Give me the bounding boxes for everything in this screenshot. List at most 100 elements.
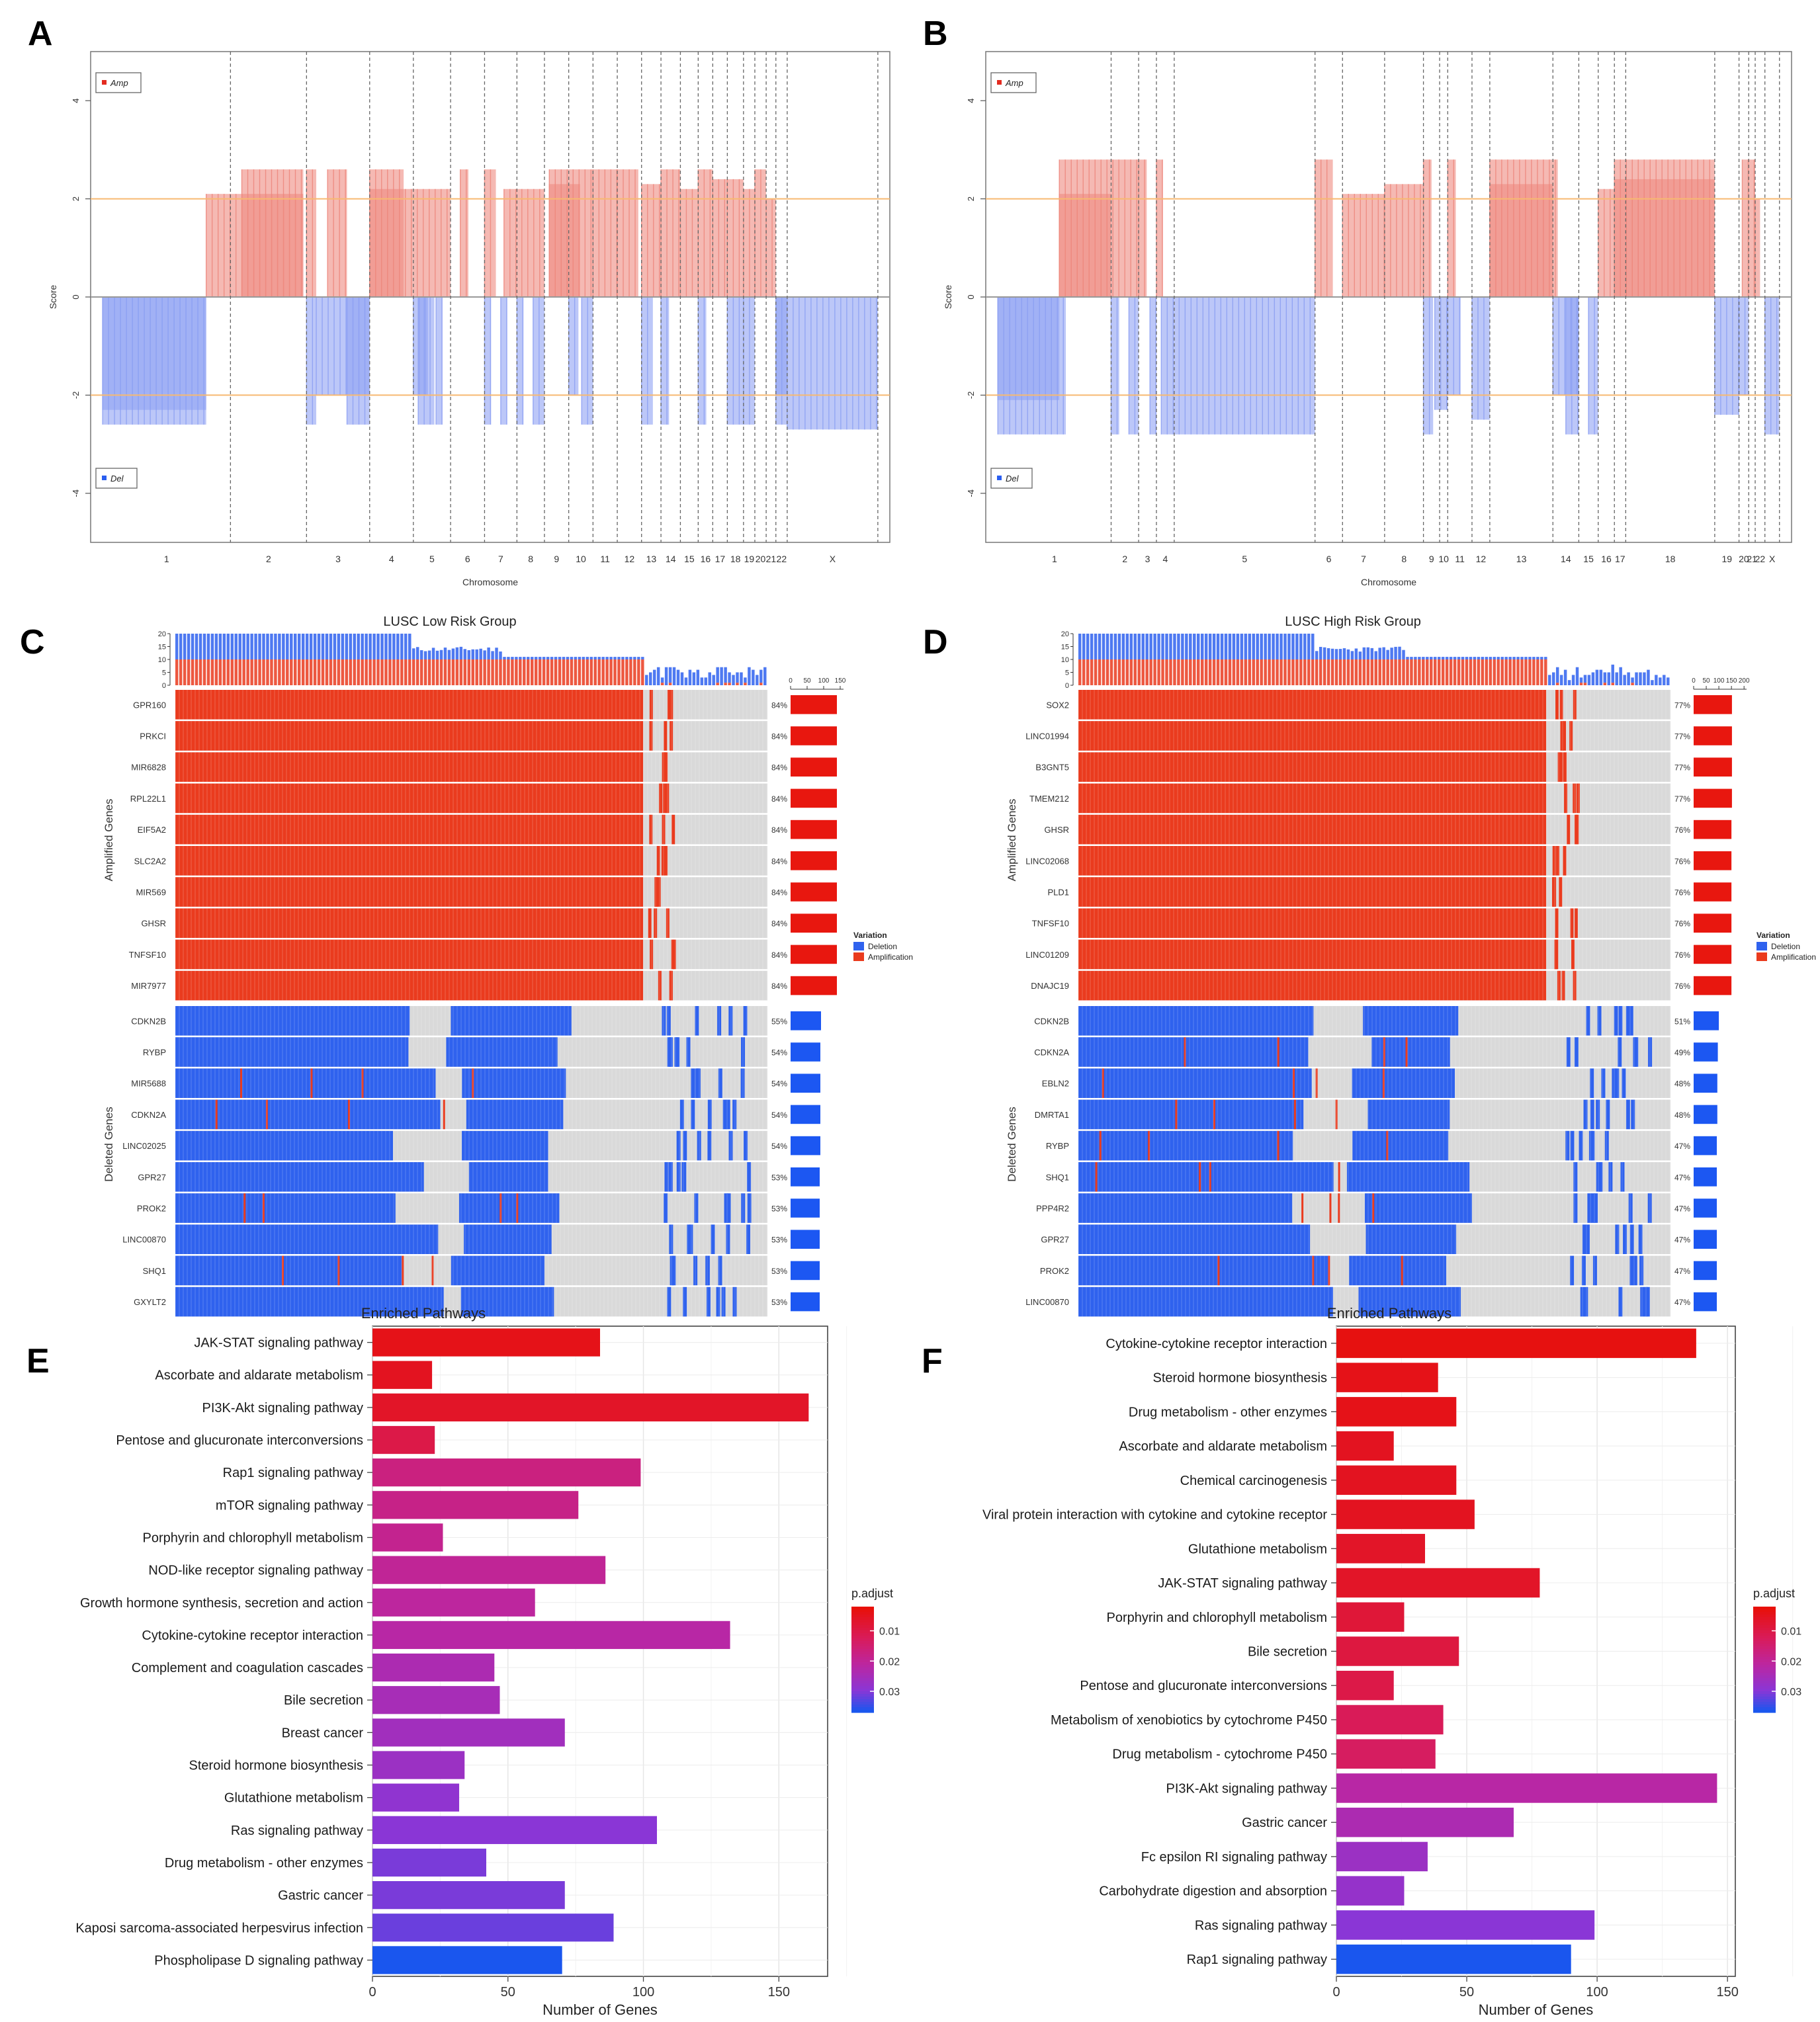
- sample-del-bar: [1322, 647, 1326, 659]
- amp-segment: [766, 198, 776, 297]
- oncoprint-del-cells: [446, 1037, 558, 1067]
- sample-del-bar: [372, 634, 376, 659]
- sample-amp-bar: [404, 659, 408, 685]
- amp-segment: [680, 189, 699, 297]
- sample-del-bar: [1493, 657, 1496, 659]
- sample-amp-bar: [408, 659, 412, 685]
- sample-del-bar: [605, 657, 609, 659]
- sample-del-bar: [333, 634, 337, 659]
- sample-del-bar: [692, 672, 696, 685]
- sample-amp-bar: [1386, 659, 1389, 685]
- sample-amp-bar: [1094, 659, 1098, 685]
- sample-amp-bar: [1402, 659, 1405, 685]
- oncoprint-del-cell: [676, 1130, 681, 1161]
- sample-del-bar: [1330, 648, 1334, 659]
- sample-amp-bar: [1338, 659, 1342, 685]
- sample-del-bar: [1113, 634, 1117, 659]
- sample-amp-bar: [728, 683, 731, 685]
- sample-del-bar: [1559, 675, 1563, 685]
- sample-del-bar: [756, 675, 759, 685]
- sample-del-bar: [329, 634, 333, 659]
- sample-del-bar: [554, 657, 558, 659]
- sample-del-bar: [574, 657, 578, 659]
- sample-del-bar: [507, 657, 510, 659]
- sample-del-bar: [1338, 649, 1342, 659]
- sample-del-bar: [637, 657, 640, 659]
- sample-amp-bar: [1449, 659, 1453, 685]
- amp-segment: [727, 179, 744, 297]
- sample-amp-bar: [1434, 659, 1437, 685]
- chromosome-label: 5: [1242, 554, 1247, 564]
- gene-count-bar: [791, 1074, 820, 1093]
- sample-del-bar: [1441, 657, 1445, 659]
- sample-del-bar: [1189, 634, 1192, 659]
- sample-del-bar: [736, 672, 739, 683]
- del-segment: [1471, 297, 1490, 420]
- top-axis-tick-label: 5: [1065, 669, 1069, 677]
- sample-del-bar: [1627, 672, 1630, 685]
- sample-amp-bar: [1481, 659, 1485, 685]
- oncoprint-amp-cell: [361, 1068, 364, 1098]
- sample-amp-bar: [392, 659, 396, 685]
- gene-count-bar: [1694, 726, 1732, 745]
- sample-del-bar: [1370, 648, 1374, 659]
- amp-segment: [1139, 159, 1147, 297]
- sample-amp-bar: [1414, 659, 1417, 685]
- sample-amp-bar: [321, 659, 325, 685]
- top-axis-tick-label: 5: [162, 669, 166, 677]
- gene-count-bar: [1694, 757, 1732, 777]
- sample-amp-bar: [1105, 659, 1109, 685]
- sample-del-bar: [415, 647, 419, 659]
- sample-del-bar: [1651, 680, 1654, 685]
- del-segment: [418, 297, 435, 425]
- sample-amp-bar: [519, 659, 522, 685]
- sample-amp-bar: [1410, 659, 1413, 685]
- gene-count-bar: [791, 695, 837, 714]
- sample-amp-bar: [629, 659, 632, 685]
- del-legend: Del: [990, 468, 1033, 489]
- sample-amp-bar: [1603, 683, 1607, 685]
- sample-amp-bar: [1169, 659, 1172, 685]
- sample-del-bar: [187, 634, 191, 659]
- sample-amp-bar: [1228, 659, 1232, 685]
- sample-del-bar: [1445, 657, 1449, 659]
- del-segment: [1150, 297, 1156, 435]
- amp-segment: [713, 179, 728, 297]
- sample-amp-bar: [759, 683, 763, 685]
- sample-del-bar: [435, 650, 439, 659]
- amp-legend: Amp: [990, 72, 1037, 93]
- sample-del-bar: [617, 657, 621, 659]
- y-tick-label: 0: [71, 294, 81, 299]
- sample-amp-bar: [578, 659, 582, 685]
- gene-percent: 77%: [1674, 700, 1690, 710]
- oncoprint-amp-cell: [1563, 752, 1567, 782]
- sample-del-bar: [1165, 634, 1168, 659]
- sample-del-bar: [1200, 634, 1204, 659]
- sample-del-bar: [696, 669, 700, 685]
- sample-del-bar: [202, 634, 206, 659]
- del-segment: [103, 297, 206, 425]
- sample-del-bar: [700, 677, 704, 685]
- sample-amp-bar: [511, 659, 514, 685]
- sample-amp-bar: [175, 659, 179, 685]
- chromosome-label: 7: [498, 554, 503, 564]
- sample-amp-bar: [1544, 659, 1547, 685]
- del-segment: [1161, 297, 1315, 435]
- oncoprint-amp-cell: [402, 1255, 404, 1286]
- sample-del-bar: [1374, 651, 1377, 659]
- sample-amp-bar: [503, 659, 506, 685]
- sample-del-bar: [1082, 634, 1086, 659]
- sample-del-bar: [680, 672, 684, 685]
- sample-del-bar: [242, 634, 245, 659]
- sample-amp-bar: [1117, 659, 1121, 685]
- oncoprint-amp-cell: [662, 783, 666, 814]
- chromosome-label: 16: [1601, 554, 1612, 564]
- sample-amp-bar: [305, 659, 309, 685]
- amp-segment: [1423, 159, 1432, 297]
- sample-amp-bar: [1465, 659, 1469, 685]
- sample-amp-bar: [527, 659, 530, 685]
- amp-segment: [306, 169, 317, 297]
